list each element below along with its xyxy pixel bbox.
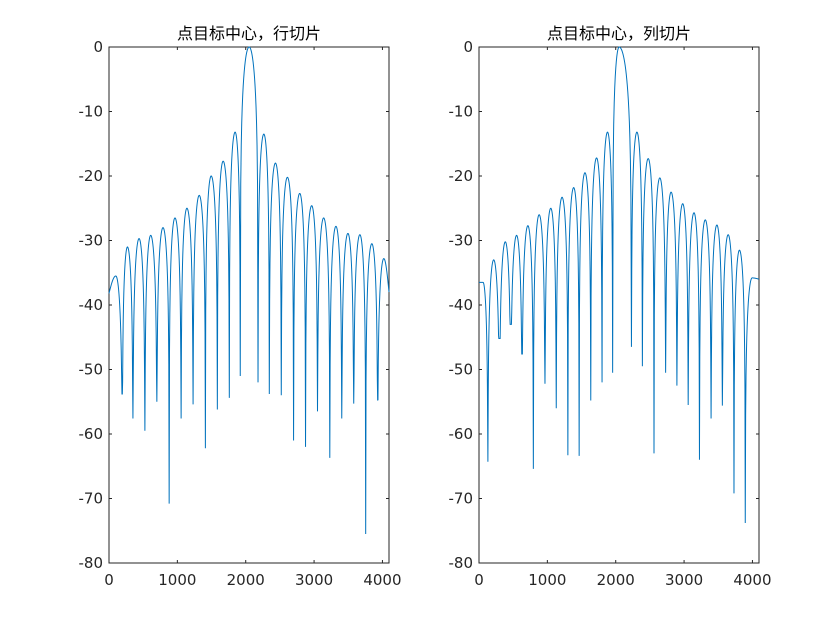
x-tick-label: 0 [474, 571, 484, 589]
left-series-line [108, 46, 390, 534]
left-chart-title: 点目标中心，行切片 [177, 24, 321, 43]
right-chart-title: 点目标中心，列切片 [547, 24, 691, 43]
x-tick-label: 4000 [363, 571, 401, 589]
y-tick-label: -60 [79, 425, 104, 443]
y-tick-label: -20 [449, 167, 474, 185]
right-axis-ticks: 0 1000 2000 3000 4000 0 -10 -20 -30 -40 -50 -60 -70 -… [449, 38, 772, 589]
right-series-line [479, 46, 760, 524]
x-tick-label: 4000 [733, 571, 771, 589]
y-tick-label: -70 [449, 490, 474, 508]
x-tick-label: 1000 [528, 571, 566, 589]
y-tick-label: -50 [449, 361, 474, 379]
left-axis-ticks: 0 1000 2000 3000 4000 0 -10 -20 -30 -40 -50 -60 -70 -… [79, 38, 402, 589]
y-tick-label: -10 [79, 103, 104, 121]
y-tick-label: -80 [449, 554, 474, 572]
x-tick-label: 3000 [665, 571, 703, 589]
y-tick-label: 0 [93, 38, 103, 56]
y-tick-label: 0 [463, 38, 473, 56]
y-tick-label: -30 [449, 232, 474, 250]
y-tick-label: -30 [79, 232, 104, 250]
x-tick-label: 1000 [158, 571, 196, 589]
x-tick-label: 2000 [597, 571, 635, 589]
left-axes: 点目标中心，行切片 0 1000 2000 3000 4000 0 -10 -20 -30 -40… [79, 24, 402, 589]
y-tick-label: -60 [449, 425, 474, 443]
y-tick-label: -40 [79, 296, 104, 314]
y-tick-label: -40 [449, 296, 474, 314]
left-plot-area [108, 46, 390, 564]
y-tick-label: -70 [79, 490, 104, 508]
x-tick-label: 2000 [227, 571, 265, 589]
y-tick-label: -80 [79, 554, 104, 572]
x-tick-label: 3000 [295, 571, 333, 589]
y-tick-label: -20 [79, 167, 104, 185]
y-tick-label: -10 [449, 103, 474, 121]
y-tick-label: -50 [79, 361, 104, 379]
x-tick-label: 0 [104, 571, 114, 589]
right-axes: 点目标中心，列切片 0 1000 2000 3000 4000 0 -10 -20 -30 -40… [449, 24, 772, 589]
